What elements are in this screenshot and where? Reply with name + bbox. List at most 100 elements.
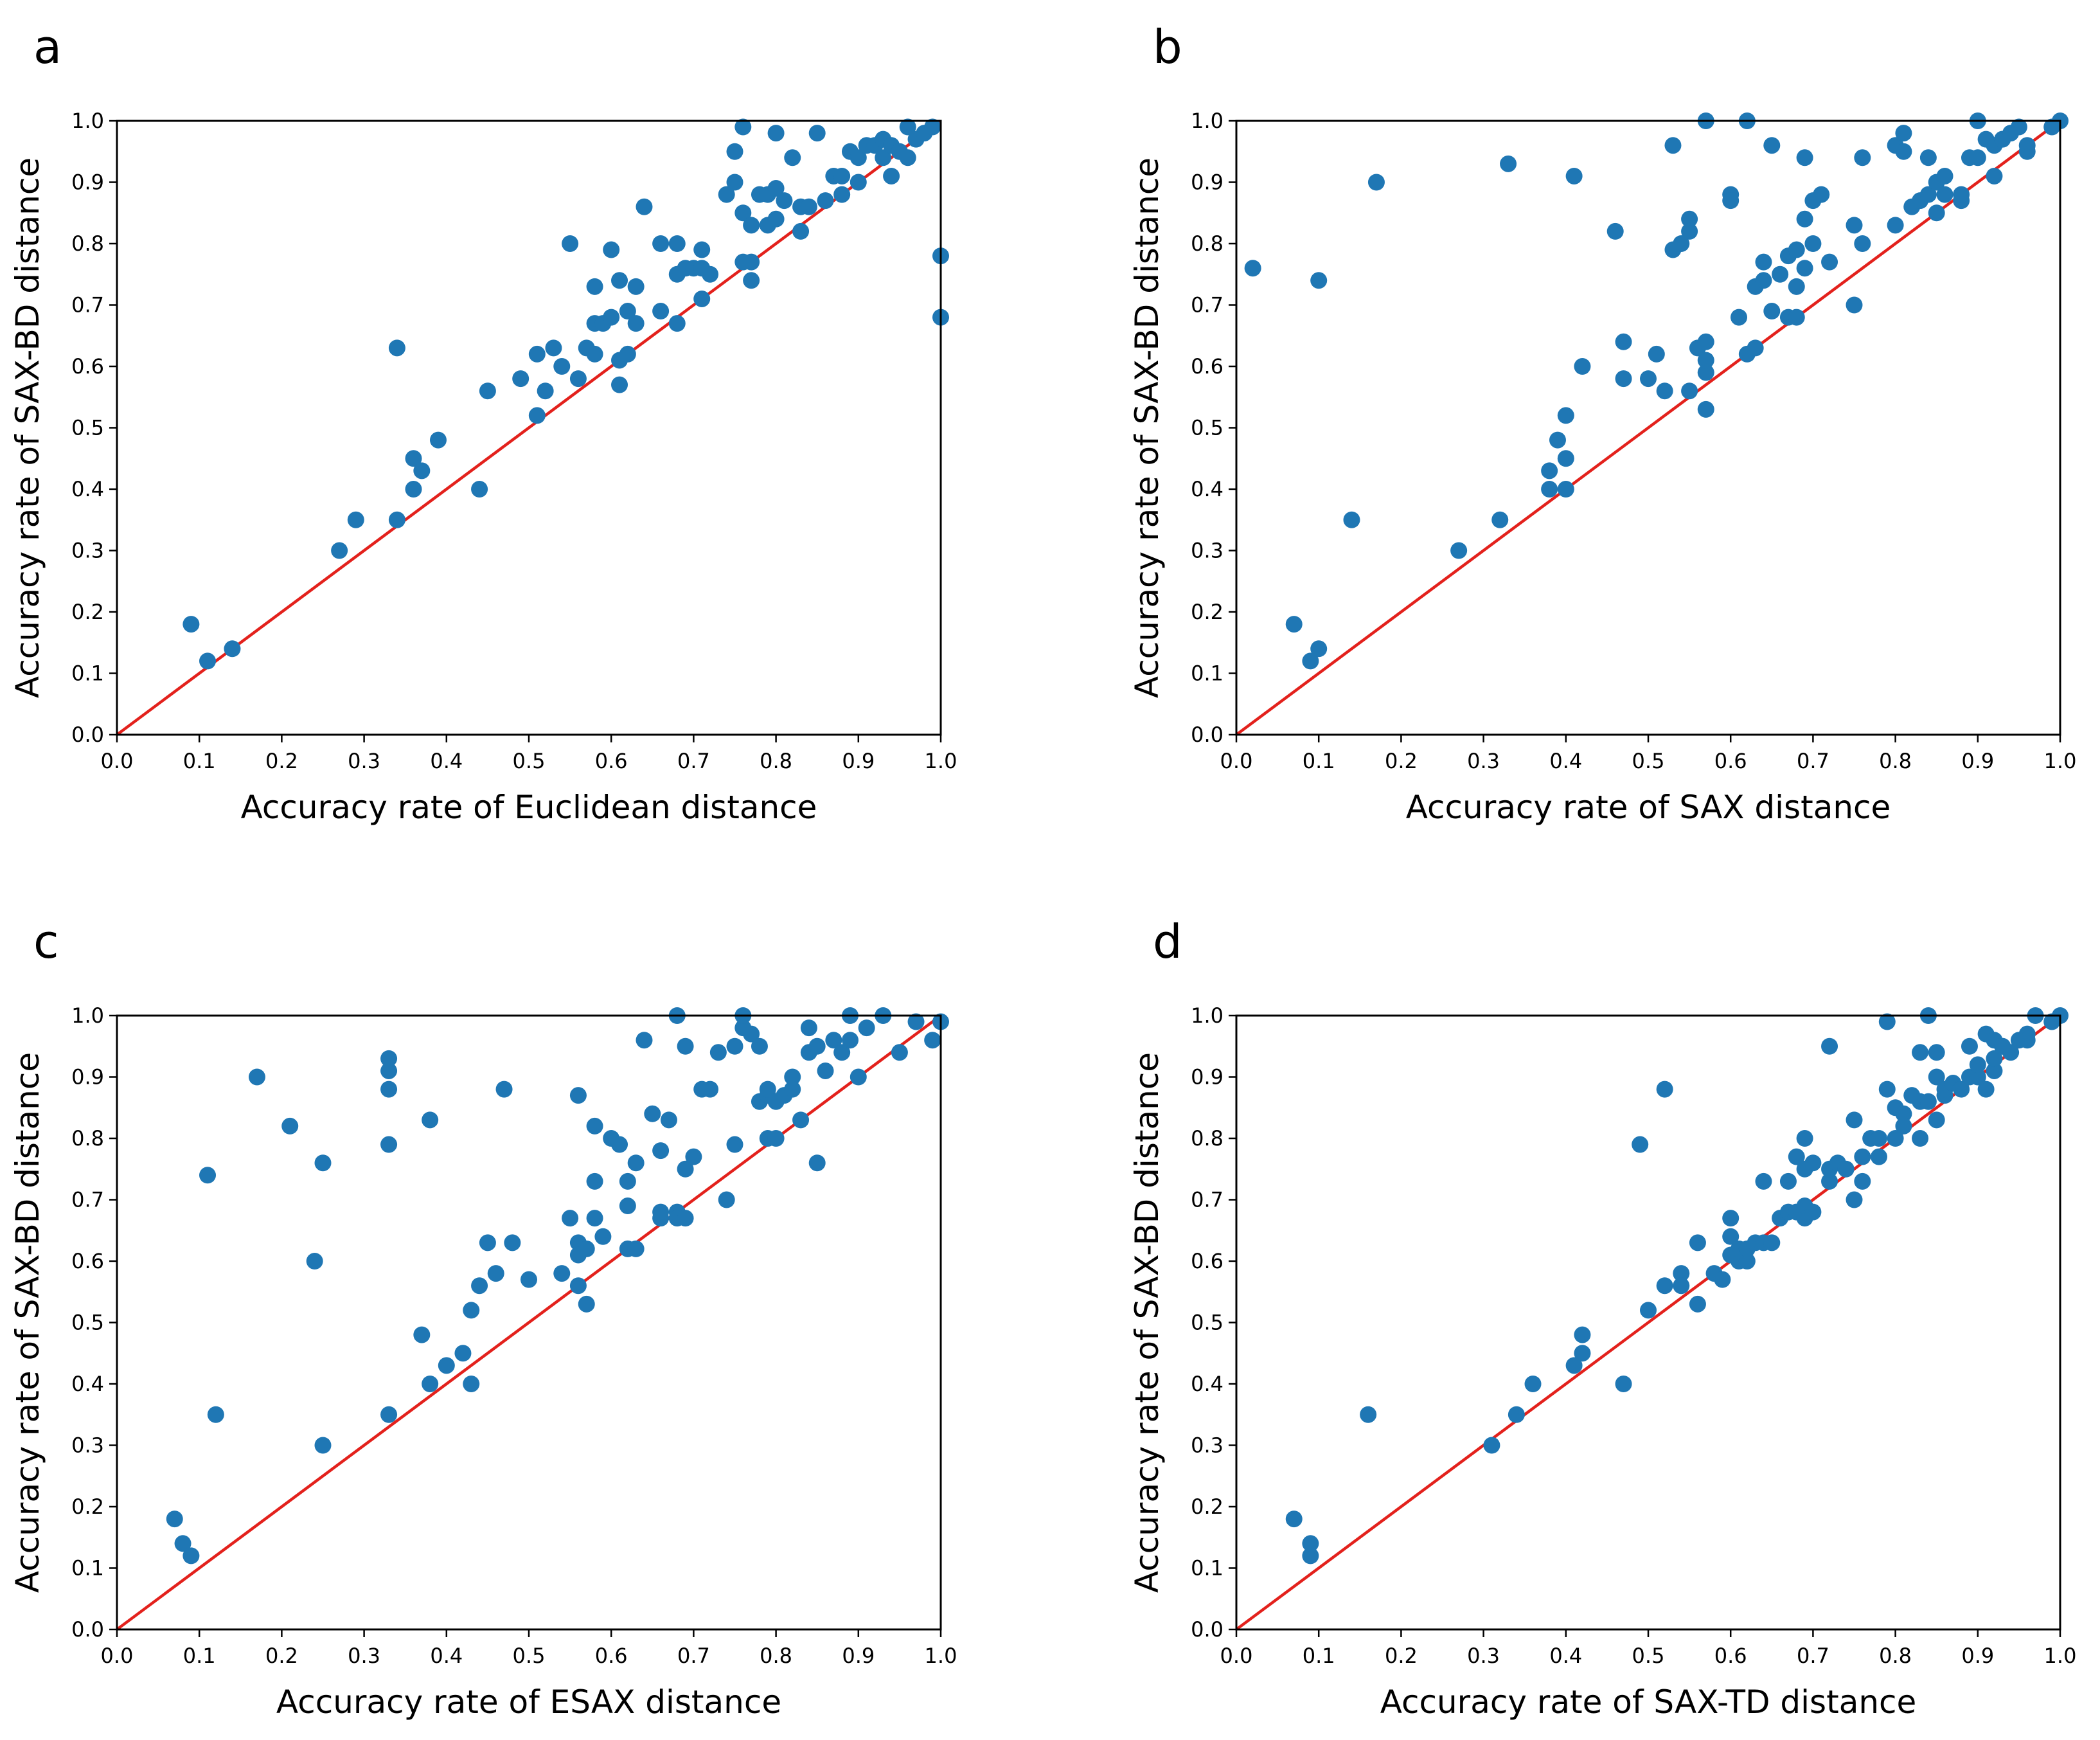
x-tick-label: 0.6 — [1714, 749, 1747, 773]
data-point — [413, 1326, 431, 1343]
data-point — [833, 186, 851, 203]
data-point — [611, 376, 628, 393]
y-tick-label: 0.9 — [1191, 170, 1224, 195]
x-tick-label: 0.2 — [265, 1644, 298, 1668]
scatter-panel-a: a 0.00.0 0.1 0.1 0.2 0.2 0.3 0.3 0.4 0.4 0.5 0.5 0.6… — [9, 20, 957, 826]
data-point — [2010, 118, 2027, 136]
x-tick-label: 0.9 — [842, 749, 875, 773]
x-tick-label: 0.3 — [1467, 1644, 1500, 1668]
data-point — [1854, 1148, 1871, 1165]
reference-line-y-equals-x — [116, 1014, 942, 1631]
data-point — [726, 1136, 743, 1153]
data-point — [611, 1136, 628, 1153]
data-point — [1788, 241, 1805, 258]
y-tick-label: 0.7 — [1191, 1188, 1224, 1212]
data-point — [743, 217, 760, 234]
x-tick-label: 0.4 — [1549, 1644, 1582, 1668]
data-point — [1574, 1326, 1591, 1343]
data-point — [702, 1081, 719, 1098]
y-tick-label: 0.4 — [1191, 477, 1224, 501]
x-axis-label: Accuracy rate of SAX-TD distance — [1380, 1683, 1917, 1721]
reference-line-y-equals-x — [1235, 120, 2061, 736]
data-point — [734, 118, 752, 136]
data-point — [1557, 450, 1574, 467]
data-point — [512, 370, 529, 388]
data-point — [644, 1105, 661, 1122]
data-point — [537, 382, 554, 400]
data-point — [331, 542, 348, 559]
data-point — [784, 1068, 801, 1086]
y-tick-label: 0.8 — [71, 1126, 104, 1151]
data-point — [841, 1032, 859, 1049]
data-point — [619, 345, 636, 363]
data-point — [422, 1376, 439, 1392]
data-point — [569, 370, 587, 388]
data-point — [182, 1547, 200, 1565]
data-point — [1640, 1302, 1657, 1319]
data-point — [569, 1277, 587, 1295]
data-point — [1673, 1277, 1690, 1295]
data-point — [388, 511, 405, 528]
data-point — [1615, 370, 1632, 388]
y-tick-label: 0.8 — [71, 231, 104, 256]
data-point — [1360, 1406, 1377, 1423]
data-point — [875, 149, 892, 166]
x-tick-label: 0.3 — [348, 1644, 380, 1668]
data-point — [792, 1111, 810, 1129]
data-point — [899, 149, 916, 166]
data-point — [586, 1210, 603, 1227]
data-point — [1483, 1437, 1500, 1454]
data-point — [454, 1345, 472, 1362]
y-axis-label: Accuracy rate of SAX-BD distance — [1128, 157, 1166, 698]
data-point — [1895, 1105, 1912, 1122]
data-point — [1681, 222, 1698, 240]
y-tick-label: 0.1 — [1191, 1556, 1224, 1581]
reference-line-y-equals-x — [116, 120, 942, 736]
data-point — [1986, 1050, 2003, 1067]
data-point — [1689, 1295, 1706, 1313]
data-point — [199, 652, 217, 670]
data-point — [463, 1376, 480, 1392]
data-point — [627, 1240, 645, 1257]
x-tick-label: 0.0 — [101, 1644, 134, 1668]
data-point — [1895, 143, 1912, 160]
data-point — [1681, 382, 1698, 400]
data-point — [652, 1142, 670, 1160]
data-point — [1755, 272, 1772, 289]
data-point — [1804, 1203, 1822, 1221]
data-point — [504, 1234, 521, 1251]
y-tick-label: 0.3 — [71, 1433, 104, 1458]
data-point — [726, 1037, 743, 1055]
data-point — [1310, 640, 1328, 658]
data-point — [652, 1203, 670, 1221]
data-point — [1656, 1277, 1673, 1295]
data-point — [1919, 149, 1937, 166]
y-tick-label: 1.0 — [1191, 1003, 1224, 1028]
data-point — [850, 1068, 867, 1086]
data-point — [1541, 462, 1558, 480]
data-point — [1722, 1228, 1740, 1245]
data-point — [1986, 167, 2003, 184]
data-point — [817, 1062, 834, 1079]
data-point — [380, 1406, 398, 1423]
x-tick-label: 0.4 — [430, 1644, 463, 1668]
data-point — [1302, 652, 1319, 670]
data-point — [1928, 1111, 1945, 1129]
x-tick-label: 1.0 — [925, 1644, 957, 1668]
y-tick-label: 0.2 — [1191, 600, 1224, 624]
data-point — [1697, 333, 1714, 350]
data-point — [1912, 1044, 1929, 1061]
y-tick-label: 0.1 — [71, 661, 104, 686]
y-tick-label: 0.0 — [1191, 1617, 1224, 1642]
data-point — [1450, 542, 1468, 559]
data-point — [306, 1253, 323, 1269]
panel-label: c — [33, 915, 59, 969]
data-point — [1846, 1111, 1863, 1129]
x-tick-label: 0.6 — [595, 749, 628, 773]
data-point — [743, 253, 760, 271]
y-tick-label: 0.1 — [1191, 661, 1224, 686]
data-point — [380, 1062, 398, 1079]
data-point — [586, 1172, 603, 1190]
data-point — [718, 1191, 735, 1208]
data-point — [521, 1271, 537, 1288]
